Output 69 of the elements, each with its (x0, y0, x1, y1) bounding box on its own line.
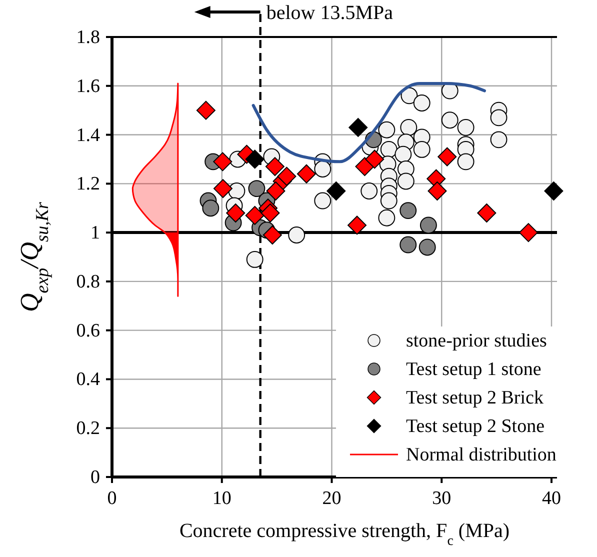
point (246, 250, 264, 268)
point (265, 157, 284, 176)
point (394, 146, 412, 163)
y-tick-label: 0.4 (76, 369, 100, 390)
legend-label: Normal distribution (406, 444, 557, 466)
point (441, 112, 458, 129)
point (418, 238, 436, 256)
point (202, 200, 220, 217)
point (196, 100, 216, 120)
point (400, 236, 417, 254)
y-tick-label: 1.6 (76, 76, 100, 97)
point (413, 140, 430, 158)
point (348, 118, 368, 137)
legend-label: stone-prior studies (406, 330, 547, 352)
point (314, 160, 332, 178)
point (457, 118, 474, 136)
y-tick-label: 1.8 (76, 27, 100, 48)
y-tick-label: 1.4 (76, 124, 100, 146)
point (477, 204, 496, 222)
legend-label: Test setup 1 stone (406, 359, 542, 380)
point (490, 109, 508, 126)
point (428, 182, 447, 200)
y-tick-label: 0.6 (76, 320, 100, 342)
point (296, 164, 316, 184)
point (544, 182, 564, 200)
point (277, 166, 296, 186)
x-tick-label: 40 (542, 488, 562, 509)
point (245, 206, 264, 225)
point (260, 204, 280, 222)
point (380, 192, 398, 210)
point (400, 118, 418, 136)
point (262, 226, 282, 244)
point (457, 153, 474, 170)
point (380, 140, 398, 158)
point (326, 182, 346, 200)
point (226, 204, 246, 222)
ref-line-label: below 13.5MPa (266, 2, 394, 24)
x-tick-label: 0 (107, 488, 117, 509)
y-tick-label: 1.2 (76, 174, 100, 195)
x-axis-title: Concrete compressive strength, F$_{c}$ (MPa) (179, 520, 510, 548)
point (420, 216, 437, 234)
legend-label: Test setup 2 Brick (406, 388, 544, 408)
point (360, 182, 378, 200)
point (348, 216, 367, 235)
point (314, 192, 332, 210)
point (378, 209, 396, 226)
point (248, 180, 266, 198)
point (413, 94, 430, 112)
point (213, 179, 232, 198)
point (365, 150, 384, 169)
point (397, 172, 414, 190)
x-tick-label: 10 (212, 488, 232, 509)
y-tick-label: 0 (90, 467, 100, 488)
x-tick-label: 30 (432, 488, 452, 509)
point (518, 223, 538, 242)
legend-label: Test setup 2 Stone (406, 416, 545, 437)
point (355, 157, 374, 176)
point (438, 147, 457, 166)
point (378, 121, 396, 138)
x-tick-label: 20 (322, 488, 342, 509)
point (266, 182, 286, 200)
point (288, 226, 306, 244)
y-tick-label: 0.2 (76, 418, 100, 440)
point (490, 131, 508, 148)
y-tick-label: 1 (90, 222, 100, 244)
point (213, 152, 232, 172)
y-tick-label: 0.8 (76, 271, 100, 292)
point (400, 202, 417, 220)
point (245, 150, 264, 169)
